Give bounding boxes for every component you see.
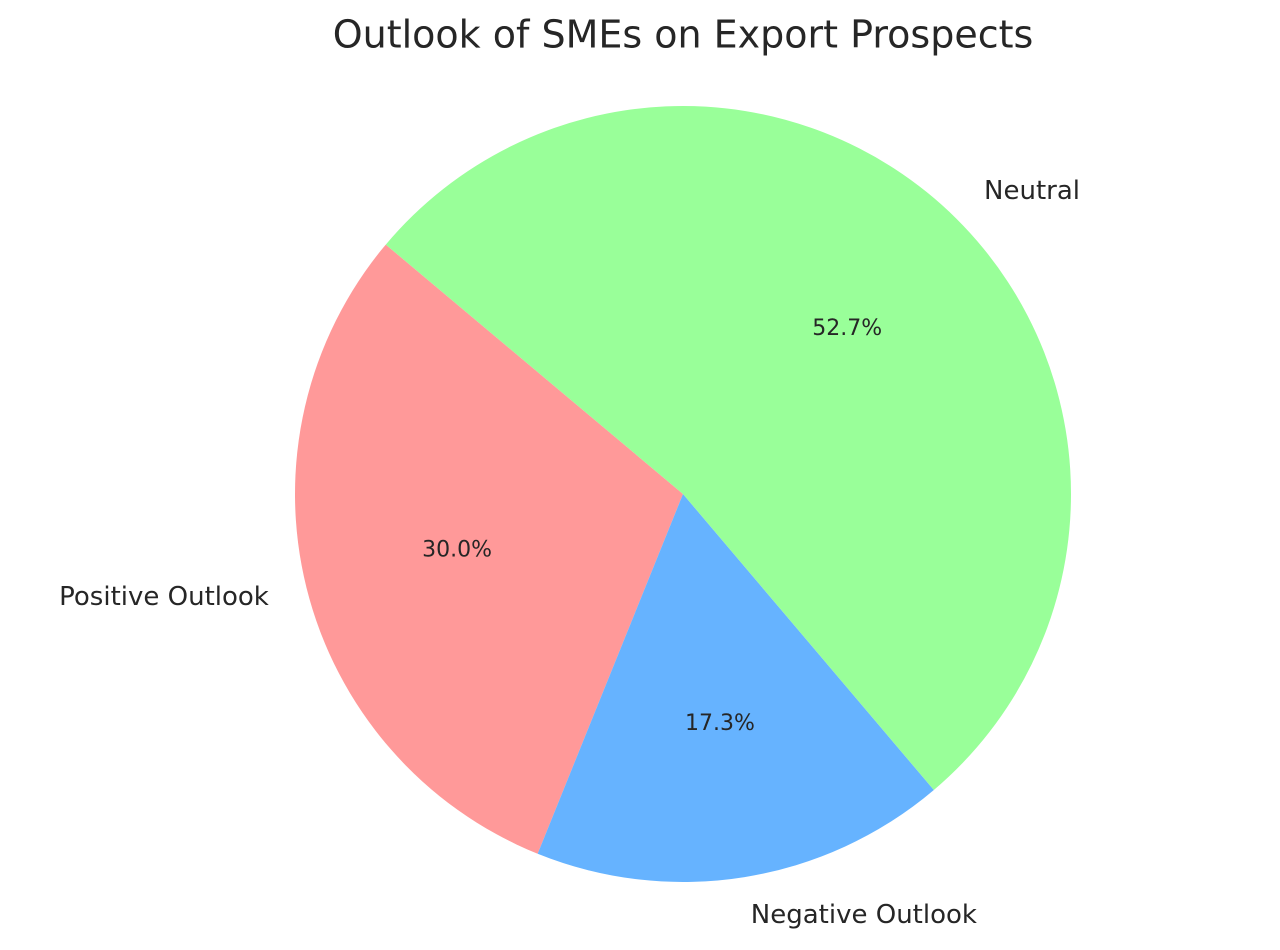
pie-slice: [537, 494, 934, 882]
slice-label: Negative Outlook: [751, 900, 977, 930]
slice-label: Neutral: [984, 176, 1080, 206]
value-label: 52.7%: [812, 316, 882, 341]
value-label: 17.3%: [685, 711, 755, 736]
pie-slice: [295, 244, 683, 854]
slice-label: Positive Outlook: [59, 582, 269, 612]
chart-title: Outlook of SMEs on Export Prospects: [333, 13, 1034, 57]
pie-slice: [385, 105, 1071, 791]
value-label: 30.0%: [422, 537, 492, 562]
